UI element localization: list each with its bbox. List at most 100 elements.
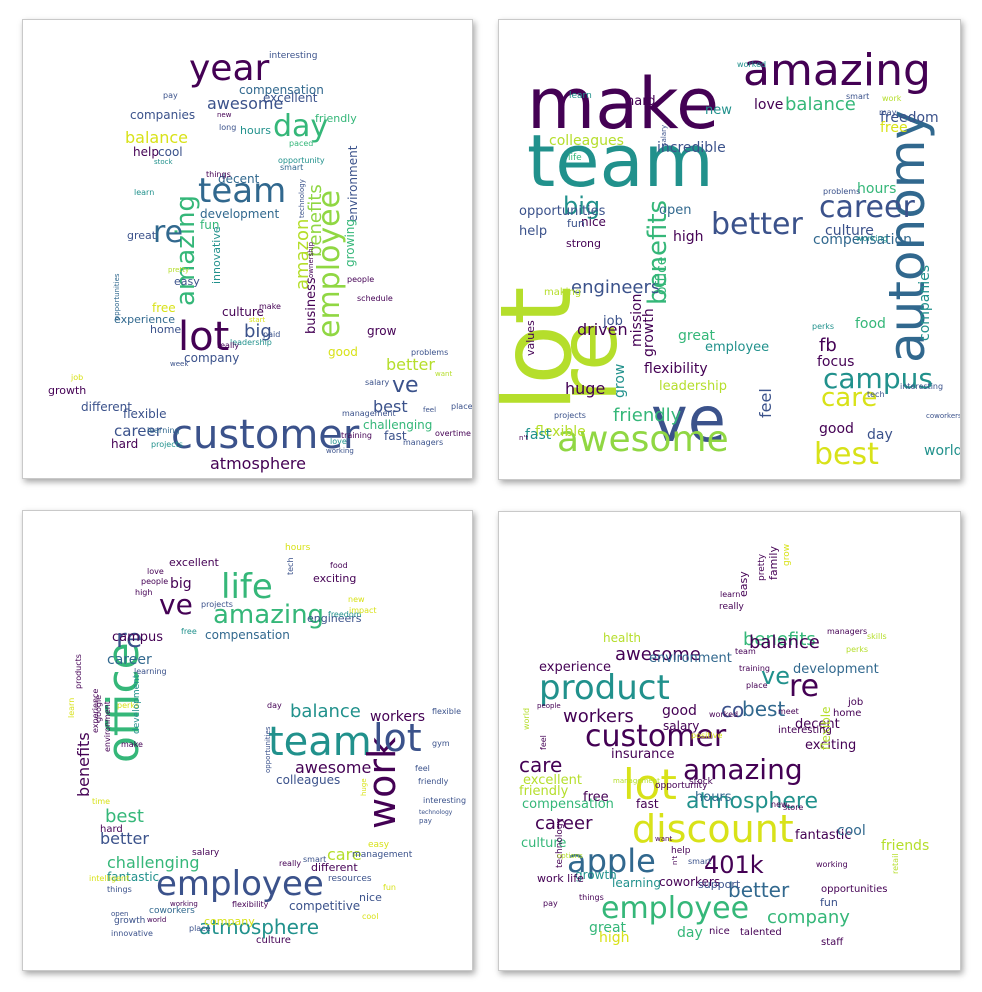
word-tech: tech [286, 557, 295, 575]
word-ve: ve [651, 383, 726, 456]
word-fast: fast [525, 427, 552, 443]
word-learn: learn [67, 698, 76, 718]
word-training: training [341, 431, 372, 440]
word-job: job [602, 314, 623, 329]
word-fantastic: fantastic [795, 828, 851, 843]
word-hours: hours [857, 181, 896, 197]
word-high: high [135, 588, 152, 597]
word-food: food [855, 316, 886, 332]
word-challenging: challenging [107, 853, 200, 872]
word-amazon: amazon [292, 219, 313, 290]
word-staff: staff [821, 937, 844, 948]
word-help: help [671, 846, 691, 856]
word-day: day [267, 701, 282, 710]
word-projects: projects [554, 411, 586, 420]
word-projects: projects [201, 600, 233, 609]
word-pay: pay [163, 91, 178, 100]
word-day: day [677, 925, 703, 941]
word-easy: easy [737, 571, 750, 597]
word-stock: stock [689, 777, 714, 787]
word-401k: 401k [704, 851, 764, 879]
word-grow: grow [367, 324, 397, 338]
word-freedom: freedom [880, 110, 939, 126]
word-working: working [326, 447, 354, 455]
word-office: office [98, 642, 149, 763]
word-things: things [206, 170, 231, 179]
word-balance: balance [125, 128, 188, 147]
word-day: day [867, 427, 893, 443]
word-management: management [613, 777, 660, 785]
word-working: working [170, 900, 198, 908]
word-smart: smart [280, 163, 303, 172]
word-skills: skills [867, 632, 887, 641]
word-growing: growing [343, 219, 357, 267]
word-experience: experience [91, 689, 100, 733]
word-life: life [221, 567, 273, 607]
word-great: great [127, 229, 157, 242]
word-apple: apple [567, 842, 656, 880]
word-schedule: schedule [357, 294, 393, 303]
word-salary: salary [365, 378, 389, 387]
word-great: great [678, 328, 716, 344]
word-place: place [189, 924, 211, 933]
word-values: values [524, 320, 537, 356]
word-hours: hours [695, 790, 732, 805]
word-n-t: n't [671, 856, 679, 865]
word-freedom: freedom [328, 610, 362, 619]
word-ve: ve [761, 662, 790, 690]
word-environment: environment [103, 701, 112, 752]
word-grow: grow [782, 544, 792, 566]
word-feel: feel [415, 764, 430, 773]
word-opportunities: opportunities [113, 273, 121, 320]
word-campus: campus [112, 630, 163, 645]
word-team: team [527, 119, 714, 203]
word-environment: environment [346, 145, 360, 222]
word-workers: workers [563, 706, 634, 727]
word-working: working [856, 234, 888, 243]
word-managers: managers [403, 438, 443, 447]
word-may: may [879, 108, 897, 117]
word-pay: pay [543, 899, 558, 908]
word-amazing: amazing [171, 195, 201, 306]
word-year: year [189, 48, 270, 89]
word-employee: employee [705, 340, 769, 355]
word-huge: huge [360, 778, 368, 796]
word-worked: worked [709, 710, 738, 719]
word-opportunities: opportunities [519, 204, 606, 219]
word-friendly: friendly [315, 112, 357, 125]
word-opportunities: opportunities [264, 726, 272, 773]
word-new: new [705, 103, 732, 118]
word-food: food [330, 561, 348, 570]
word-friends: friends [881, 838, 929, 854]
word-want: want [435, 370, 452, 378]
word-high: high [599, 930, 630, 946]
word-best: best [373, 397, 408, 416]
wordcloud-panel-apple: employee customer discount product apple lot 4… [498, 511, 961, 971]
word-paced: paced [289, 139, 313, 148]
word-best: best [814, 437, 879, 472]
word-lot: lot [373, 716, 422, 760]
word-intelligent: intelligent [89, 874, 129, 883]
word-hard: hard [100, 824, 123, 835]
word-smart: smart [688, 857, 711, 866]
wordcloud-panel-amazon: customer employee year team lot day amazing re a… [22, 19, 473, 479]
word-compensation: compensation [813, 232, 912, 248]
word-engineers: engineers [307, 612, 362, 625]
word-new: new [217, 111, 232, 119]
word-long: long [219, 123, 236, 132]
word-amazing: amazing [743, 45, 931, 96]
word-good: good [819, 421, 854, 437]
word-cool: cool [837, 823, 866, 839]
word-free: free [880, 120, 908, 136]
wordcloud-panel-facebook: team make lot re ve amazing autonomy awesome ben… [498, 19, 961, 480]
word-best: best [742, 697, 785, 721]
word-work: work [360, 737, 404, 829]
word-customer: customer [585, 719, 727, 754]
word-great: great [589, 920, 627, 936]
word-campus: campus [823, 362, 933, 395]
word-compensation: compensation [522, 797, 614, 812]
word-balance: balance [290, 701, 361, 722]
word-world: world [924, 443, 960, 459]
word-fun: fun [200, 218, 219, 232]
word-opportunity: opportunity [655, 781, 708, 791]
